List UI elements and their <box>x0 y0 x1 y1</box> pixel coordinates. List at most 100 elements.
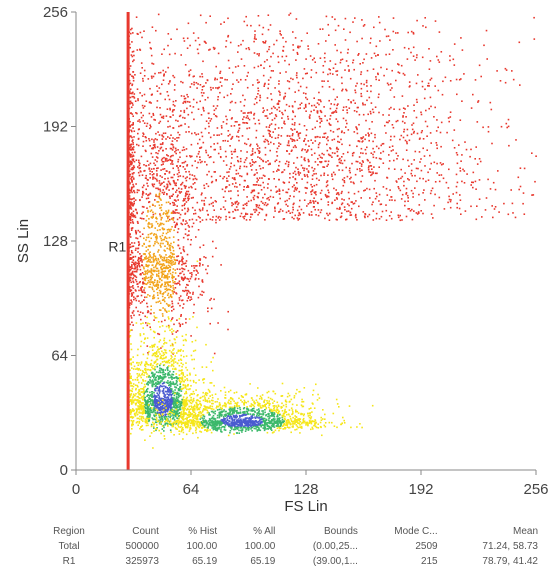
data-point <box>309 201 311 204</box>
data-point <box>137 256 140 259</box>
data-point <box>153 162 155 165</box>
data-point <box>130 187 133 190</box>
data-point <box>287 210 290 212</box>
data-point <box>158 411 161 414</box>
data-point <box>168 399 171 401</box>
data-point <box>331 16 334 18</box>
data-point <box>172 193 174 196</box>
data-point <box>210 297 212 300</box>
data-point <box>458 144 460 146</box>
data-point <box>201 160 203 163</box>
data-point <box>135 209 137 211</box>
data-point <box>184 64 187 66</box>
data-point <box>149 205 151 208</box>
data-point <box>189 277 192 280</box>
data-point <box>162 352 165 354</box>
data-point <box>129 253 132 256</box>
data-point <box>194 188 197 190</box>
data-point <box>167 136 169 138</box>
data-point <box>164 237 166 239</box>
data-point <box>310 139 312 141</box>
data-point <box>151 281 153 284</box>
data-point <box>139 231 141 233</box>
data-point <box>181 267 183 270</box>
data-point <box>189 372 191 375</box>
data-point <box>357 140 360 142</box>
data-point <box>306 32 308 34</box>
data-point <box>137 33 139 35</box>
data-point <box>175 428 177 430</box>
data-point <box>162 115 165 118</box>
data-point <box>155 195 157 197</box>
data-point <box>150 380 153 382</box>
data-point <box>150 308 152 311</box>
data-point <box>190 197 193 199</box>
data-point <box>517 176 520 179</box>
data-point <box>149 47 152 49</box>
data-point <box>465 148 468 151</box>
data-point <box>178 282 180 284</box>
data-point <box>166 289 168 292</box>
data-point <box>288 161 290 163</box>
data-point <box>335 147 338 150</box>
data-point <box>158 150 160 152</box>
data-point <box>522 192 525 194</box>
data-point <box>357 190 360 193</box>
data-point <box>310 201 312 204</box>
data-point <box>201 290 203 293</box>
data-point <box>269 76 272 79</box>
data-point <box>145 150 147 153</box>
data-point <box>150 261 153 263</box>
data-point <box>316 102 319 104</box>
data-point <box>162 411 164 414</box>
data-point <box>153 296 156 299</box>
data-point <box>315 177 318 180</box>
data-point <box>177 244 180 247</box>
data-point <box>171 364 174 366</box>
data-point <box>393 135 396 138</box>
data-point <box>168 256 170 258</box>
data-point <box>170 262 172 265</box>
data-point <box>314 208 316 211</box>
data-point <box>309 199 312 202</box>
data-point <box>351 154 354 157</box>
data-point <box>257 196 259 199</box>
data-point <box>245 15 247 18</box>
data-point <box>307 170 310 172</box>
data-point <box>293 195 295 198</box>
data-point <box>255 184 258 186</box>
data-point <box>230 162 232 165</box>
data-point <box>146 207 148 209</box>
data-point <box>166 212 169 214</box>
data-point <box>161 380 163 382</box>
data-point <box>278 190 281 192</box>
data-point <box>140 155 143 158</box>
data-point <box>182 374 185 377</box>
data-point <box>255 129 258 132</box>
data-point <box>212 161 215 164</box>
data-point <box>194 408 196 410</box>
data-point <box>144 270 146 273</box>
data-point <box>190 239 192 241</box>
data-point <box>205 268 207 271</box>
data-point <box>153 430 155 432</box>
data-point <box>154 355 156 357</box>
data-point <box>128 382 131 385</box>
data-point <box>214 115 217 117</box>
data-point <box>140 429 143 431</box>
data-point <box>199 293 202 296</box>
data-point <box>143 289 145 291</box>
data-point <box>317 209 320 211</box>
data-point <box>180 252 182 254</box>
data-point <box>163 267 165 269</box>
data-point <box>169 401 172 403</box>
data-point <box>151 272 153 275</box>
data-point <box>129 222 132 224</box>
data-point <box>150 268 153 270</box>
data-point <box>257 145 259 147</box>
data-point <box>317 157 319 160</box>
data-point <box>323 80 325 82</box>
data-point <box>156 288 158 291</box>
data-point <box>143 299 145 302</box>
data-point <box>412 196 414 198</box>
